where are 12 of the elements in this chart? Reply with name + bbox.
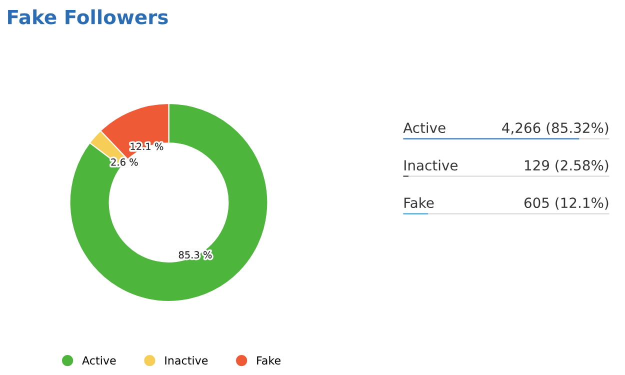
legend-label: Inactive — [165, 356, 208, 365]
data-label: 12.1 % — [130, 142, 164, 150]
chart-title: Fake Followers — [8, 9, 168, 24]
y-tick-label: Inactive — [404, 160, 458, 171]
data-label: 129 (2.58%) — [525, 160, 608, 172]
y-tick-label: Active — [403, 122, 446, 134]
data-label: 605 (12.1%) — [524, 197, 608, 210]
legend-label: Active — [82, 356, 116, 365]
data-label: 4,266 (85.32%) — [502, 122, 608, 135]
data-label: 85.3 % — [178, 251, 212, 258]
y-tick-label: Fake — [404, 197, 434, 208]
legend-label: Fake — [257, 356, 280, 365]
